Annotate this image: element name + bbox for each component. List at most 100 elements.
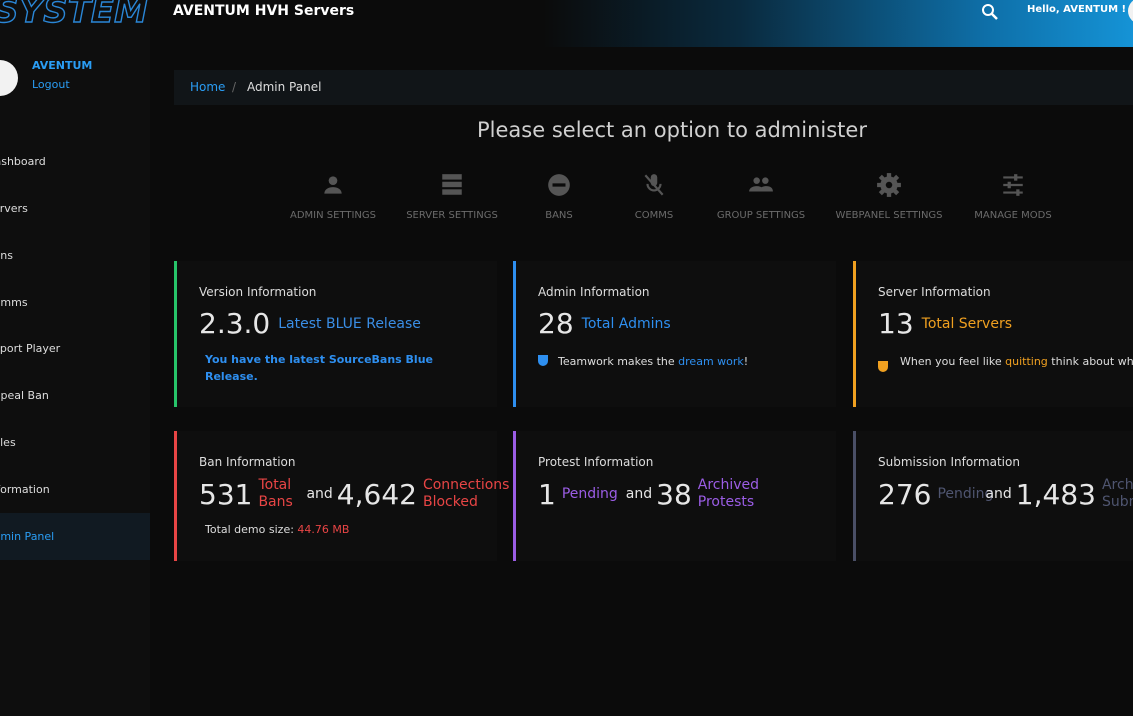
card-label: Pending xyxy=(937,485,994,502)
logo: SYSTEM xyxy=(0,0,149,30)
note-part: Total demo size: xyxy=(205,523,294,536)
admin-option[interactable]: ADMIN SETTINGS xyxy=(268,172,398,221)
admin-option[interactable]: WEBPANEL SETTINGS xyxy=(824,172,954,221)
nav-item[interactable]: Servers xyxy=(0,202,28,215)
note-part: When you feel like xyxy=(900,355,1002,368)
breadcrumb: Home / Admin Panel xyxy=(174,70,1133,105)
admin-option[interactable]: SERVER SETTINGS xyxy=(387,172,517,221)
card-label: Total Bans xyxy=(258,477,293,510)
greeting[interactable]: Hello, AVENTUM ! xyxy=(1027,4,1127,15)
breadcrumb-separator: / xyxy=(232,80,237,94)
nav-item[interactable]: Bans xyxy=(0,249,13,262)
info-card: Server Information 13 Total Servers When yo… xyxy=(853,261,1133,407)
card-value-2: 4,642 xyxy=(336,477,417,511)
admin-option[interactable]: GROUP SETTINGS xyxy=(696,172,826,221)
user-name[interactable]: AVENTUM xyxy=(32,59,93,72)
card-value: 276 xyxy=(878,477,932,511)
card-label: Total Servers xyxy=(921,315,1012,332)
note-part: think about why you xyxy=(1051,355,1133,368)
info-card: Protest Information 1 Pending and 38 Archived… xyxy=(513,431,836,561)
admin-option[interactable]: COMMS xyxy=(589,172,719,221)
card-stats: 1 Pending and 38 Archived Protests xyxy=(538,477,776,511)
info-card: Admin Information 28 Total Admins Teamwork … xyxy=(513,261,836,407)
note-part: 44.76 MB xyxy=(297,523,350,536)
card-stats: 13 Total Servers xyxy=(878,307,1012,340)
card-label-2: Archived Protests xyxy=(697,477,760,510)
logo-text: SYSTEM xyxy=(0,0,148,30)
card-note: Total demo size: 44.76 MB xyxy=(205,521,349,538)
note-part: ! xyxy=(743,355,749,368)
card-note: Teamwork makes the dream work! xyxy=(538,353,748,370)
card-label: Latest BLUE Release xyxy=(278,315,421,332)
nav-item[interactable]: Admin Panel xyxy=(0,530,55,543)
card-value: 531 xyxy=(199,477,253,511)
option-icon xyxy=(1003,174,1023,196)
card-label-2: Archived Submissions xyxy=(1101,477,1133,510)
card-value: 13 xyxy=(878,307,914,340)
shield-icon xyxy=(878,361,888,372)
option-icon xyxy=(877,173,901,197)
card-value-2: 1,483 xyxy=(1015,477,1096,511)
active-nav-bg xyxy=(0,513,150,560)
option-label: SERVER SETTINGS xyxy=(406,210,498,221)
nav-item[interactable]: Information xyxy=(0,483,50,496)
option-label: COMMS xyxy=(634,210,674,221)
card-joiner: and xyxy=(625,486,653,502)
card-value: 1 xyxy=(538,477,556,511)
option-label: WEBPANEL SETTINGS xyxy=(835,210,943,221)
header xyxy=(150,0,1133,47)
card-label: Pending xyxy=(561,485,618,502)
option-icon xyxy=(548,174,570,196)
option-label: MANAGE MODS xyxy=(974,210,1052,221)
option-icon xyxy=(442,174,462,195)
card-title: Server Information xyxy=(878,285,991,299)
option-icon xyxy=(749,177,773,192)
card-note: When you feel like quitting think about … xyxy=(878,353,1133,372)
header-avatar[interactable] xyxy=(1128,0,1133,24)
option-label: ADMIN SETTINGS xyxy=(289,210,376,221)
card-label-2: Connections Blocked xyxy=(422,477,510,510)
card-stats: 28 Total Admins xyxy=(538,307,671,340)
card-value: 28 xyxy=(538,307,574,340)
card-note: You have the latest SourceBans Blue Rele… xyxy=(205,353,433,383)
search-icon[interactable] xyxy=(981,3,999,21)
card-stats: 531 Total Bans and 4,642 Connections Blocked xyxy=(199,477,527,511)
nav-item[interactable]: Appeal Ban xyxy=(0,389,49,402)
note-part[interactable]: quitting xyxy=(1005,355,1048,368)
breadcrumb-home[interactable]: Home xyxy=(190,80,226,94)
card-title: Protest Information xyxy=(538,455,654,469)
breadcrumb-current: Admin Panel xyxy=(247,80,322,94)
info-card: Version Information 2.3.0 Latest BLUE Rele… xyxy=(174,261,497,407)
option-icon xyxy=(644,174,664,196)
card-joiner: and xyxy=(306,486,333,502)
info-card: Submission Information 276 Pending and 1,483… xyxy=(853,431,1133,561)
site-title[interactable]: AVENTUM HVH Servers xyxy=(173,3,355,19)
page-heading: Please select an option to administer xyxy=(477,118,867,142)
shield-icon xyxy=(538,355,548,366)
avatar[interactable] xyxy=(0,60,18,96)
admin-option[interactable]: MANAGE MODS xyxy=(948,172,1078,221)
card-stats: 2.3.0 Latest BLUE Release xyxy=(199,307,421,340)
option-label: GROUP SETTINGS xyxy=(716,210,806,221)
option-label: BANS xyxy=(545,210,573,221)
note-part: Teamwork makes the xyxy=(558,355,675,368)
card-title: Admin Information xyxy=(538,285,650,299)
card-joiner: and xyxy=(985,486,1012,502)
nav-item[interactable]: Rules xyxy=(0,436,16,449)
sidebar: SYSTEM AVENTUM Logout Dashboard Servers Ba… xyxy=(0,0,150,716)
nav-item[interactable]: Comms xyxy=(0,296,28,309)
card-value: 2.3.0 xyxy=(199,307,271,340)
note-part[interactable]: dream work xyxy=(678,355,744,368)
card-title: Submission Information xyxy=(878,455,1020,469)
admin-option[interactable]: BANS xyxy=(494,172,624,221)
card-title: Ban Information xyxy=(199,455,296,469)
card-value-2: 38 xyxy=(656,477,692,511)
nav-item[interactable]: Dashboard xyxy=(0,155,46,168)
info-card: Ban Information 531 Total Bans and 4,642 Conn… xyxy=(174,431,509,561)
card-title: Version Information xyxy=(199,285,317,299)
logout-link[interactable]: Logout xyxy=(32,78,70,91)
nav-item[interactable]: Report Player xyxy=(0,342,61,355)
option-icon xyxy=(324,176,342,194)
